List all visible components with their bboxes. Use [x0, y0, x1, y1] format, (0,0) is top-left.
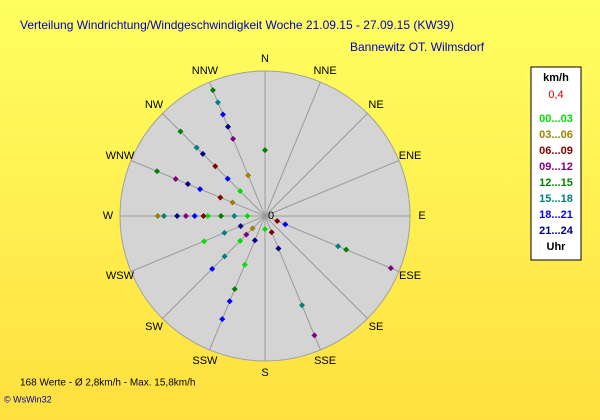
wind-point: [221, 253, 228, 260]
wind-point: [274, 218, 281, 225]
wind-point: [343, 246, 350, 253]
wind-point: [237, 223, 244, 230]
direction-label: SW: [145, 321, 163, 333]
direction-label: S: [261, 367, 268, 379]
wind-point: [262, 226, 268, 233]
wind-point: [275, 245, 282, 252]
wind-point: [184, 181, 191, 188]
wind-point: [335, 243, 342, 250]
legend-entry: 09...12: [539, 161, 573, 173]
wind-point: [218, 213, 225, 219]
wind-point: [262, 147, 268, 154]
wind-point: [217, 194, 224, 201]
direction-label: E: [418, 210, 425, 222]
direction-label: SSW: [192, 355, 218, 367]
legend-entry: 06...09: [539, 145, 573, 157]
wind-point: [154, 213, 161, 219]
wind-point: [209, 87, 216, 94]
wind-point: [204, 213, 211, 219]
wind-point: [229, 199, 236, 206]
direction-label: N: [261, 53, 269, 65]
wind-point: [249, 225, 256, 232]
wind-point: [193, 144, 200, 151]
legend-entry: 15...18: [539, 193, 573, 205]
direction-label: NW: [145, 99, 164, 111]
direction-label: W: [103, 210, 114, 222]
stats: 168 Werte - Ø 2,8km/h - Max. 15,8km/h: [20, 378, 195, 389]
direction-label: ENE: [399, 150, 422, 162]
wind-point: [230, 135, 237, 142]
legend-entry: 12...15: [539, 177, 573, 189]
direction-line: [264, 113, 368, 217]
direction-line: [162, 215, 266, 319]
direction-label: SSE: [314, 355, 336, 367]
wind-point: [182, 213, 189, 219]
legend-entry: 21...24: [539, 225, 574, 237]
legend-calm: 0,4: [548, 89, 563, 101]
wind-point: [237, 188, 244, 195]
wind-point: [237, 237, 244, 244]
direction-label: WNW: [106, 150, 135, 162]
wind-point: [201, 238, 208, 245]
direction-label: NNW: [192, 65, 219, 77]
subtitle: Bannewitz OT. Wilmsdorf: [350, 40, 485, 54]
wind-point: [191, 213, 198, 219]
wind-point: [199, 150, 206, 157]
wind-point: [219, 111, 226, 118]
legend-entry: 00...03: [539, 113, 573, 125]
direction-label: SE: [369, 321, 384, 333]
wind-point: [231, 286, 238, 293]
wind-point: [226, 298, 233, 305]
direction-line: [264, 215, 321, 351]
wind-point: [311, 332, 318, 339]
wind-point: [387, 265, 394, 272]
center-label: 0: [268, 210, 274, 222]
wind-point: [200, 213, 207, 219]
wind-point: [243, 231, 250, 238]
direction-line: [264, 81, 321, 217]
chart-title: Verteilung Windrichtung/Windgeschwindigk…: [20, 18, 454, 32]
wind-point: [251, 237, 258, 244]
wind-point: [172, 176, 179, 183]
wind-point: [221, 229, 228, 236]
wind-point: [209, 265, 216, 272]
wind-point: [219, 316, 226, 323]
direction-label: WSW: [106, 270, 135, 282]
legend-box: [530, 66, 582, 261]
wind-point: [298, 302, 305, 309]
wind-point: [197, 186, 204, 193]
legend-entry: 03...06: [539, 129, 573, 141]
credit: © WsWin32: [4, 394, 52, 404]
wind-point: [212, 163, 219, 170]
direction-label: NNE: [313, 65, 336, 77]
wind-point: [174, 213, 181, 219]
wind-point: [225, 123, 232, 130]
wind-point: [244, 213, 251, 219]
legend-entry: 18...21: [539, 209, 573, 221]
wind-point: [224, 175, 231, 182]
direction-line: [264, 160, 400, 217]
wind-point: [214, 99, 221, 106]
wind-point: [231, 213, 238, 219]
wind-point: [245, 172, 252, 179]
legend-unit: km/h: [543, 72, 569, 84]
direction-label: ESE: [399, 270, 421, 282]
wind-point: [282, 221, 289, 228]
wind-point: [177, 128, 184, 135]
wind-point: [154, 168, 161, 175]
direction-line: [264, 215, 368, 319]
wind-point: [160, 213, 167, 219]
legend-footer: Uhr: [547, 241, 567, 253]
wind-point: [268, 229, 275, 236]
direction-label: NE: [368, 99, 383, 111]
wind-point: [241, 261, 248, 268]
